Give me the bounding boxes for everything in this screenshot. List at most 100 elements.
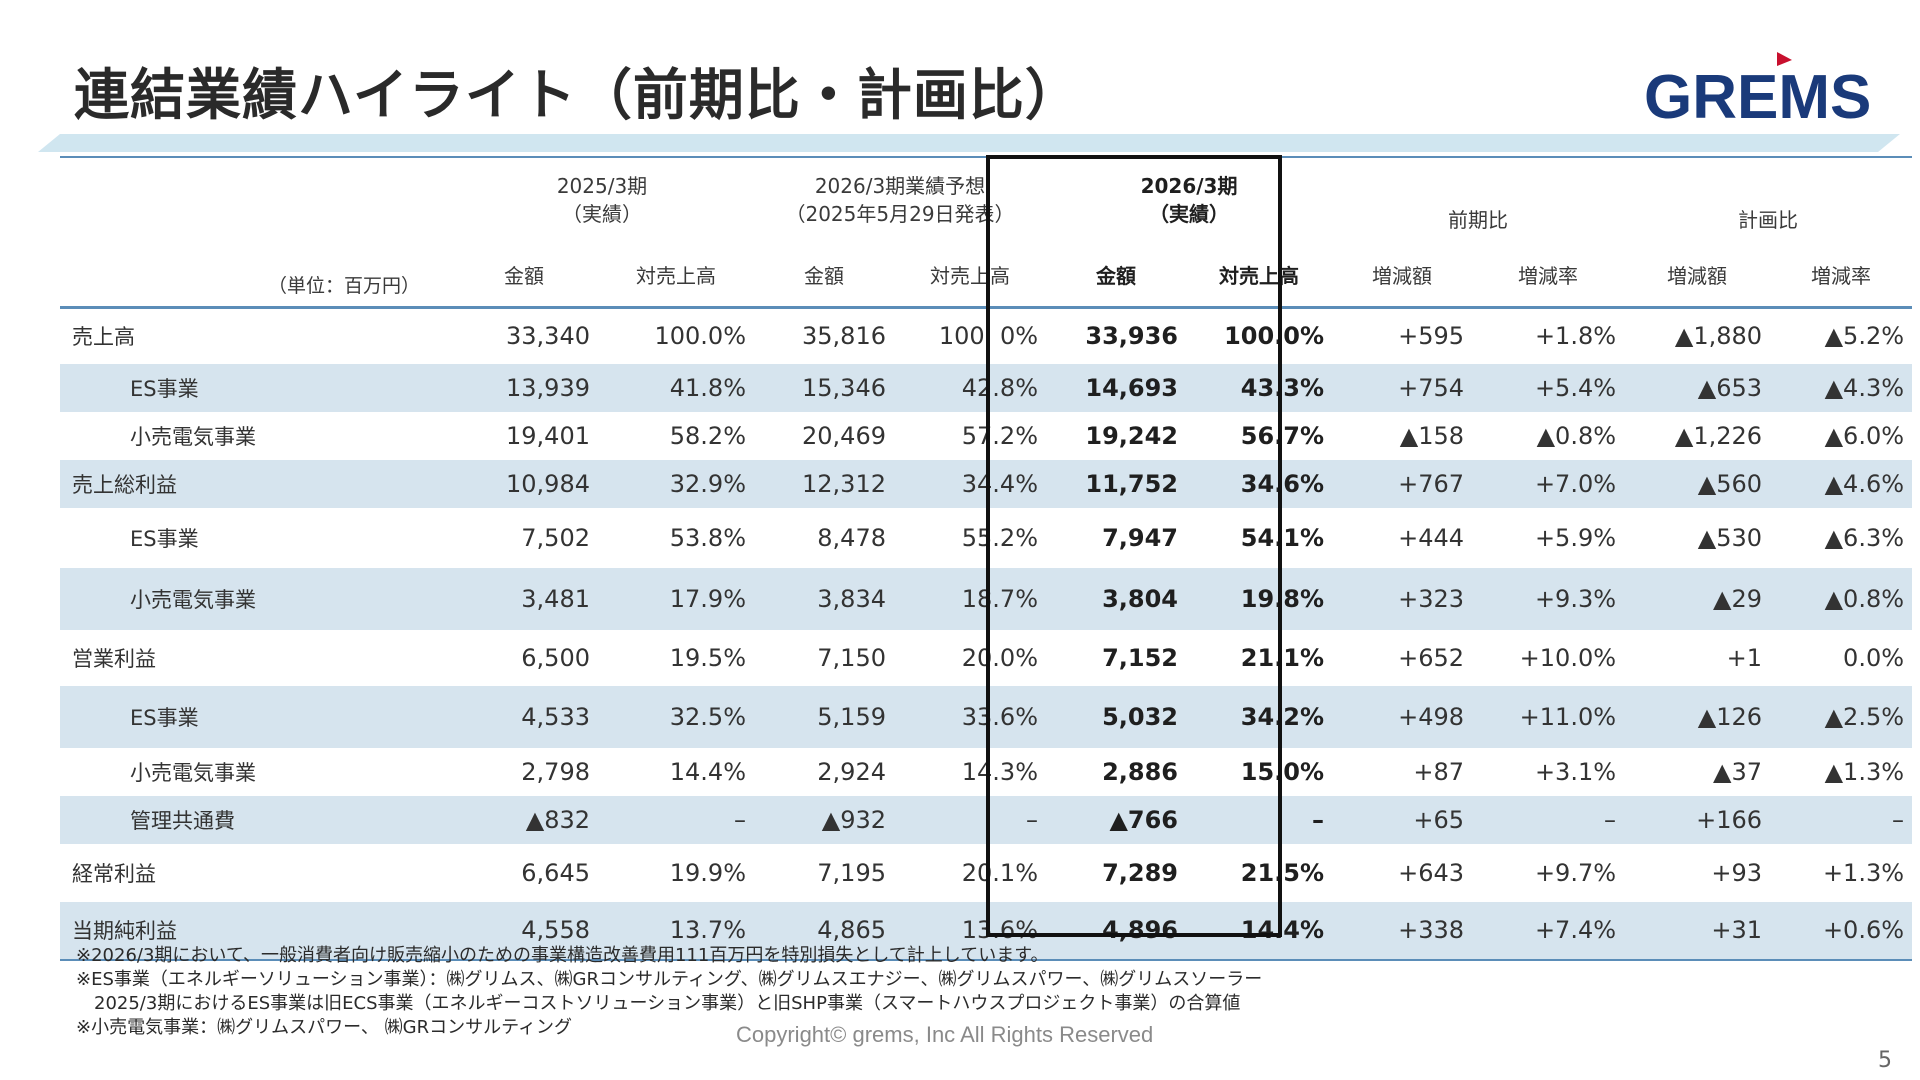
table-cell: 13.6% [894,901,1047,961]
table-cell: ▲1.3% [1824,757,1905,786]
table-cell: 53.8% [669,523,746,552]
footnotes: ※2026/3期において、一般消費者向け販売縮小のための事業構造改善費用111百… [76,944,1262,1040]
table-cell: 21.5% [1240,858,1325,887]
table-cell: 4,896 [1046,901,1187,961]
table-cell: 42.8% [894,363,1047,412]
table-cell: 7,195 [817,858,886,887]
results-table-container: 2025/3期 （実績） 2026/3期業績予想 （2025年5月29日発表） 20… [60,156,1913,961]
table-cell: 32.5% [598,685,754,748]
table-cell: 4,533 [450,685,598,748]
subheader-ratio: 対売上高 [598,242,754,309]
header-vsplan: 計画比 [1738,208,1799,232]
subheader-change-rate: 増減率 [1770,242,1913,309]
row-label: 小売電気事業 [60,567,450,630]
row-label: ES事業 [130,526,199,551]
table-cell: 7,152 [1102,643,1179,672]
page-number: 5 [1878,1048,1892,1073]
table-row: 管理共通費 ▲832– ▲932– ▲766– +65– +166– [60,795,1913,844]
table-cell: 56.7% [1240,421,1325,450]
table-row: 当期純利益 4,558 13.7% 4,865 13.6% 4,896 14.4% +338 +… [60,901,1913,961]
table-cell: 33,936 [1085,322,1179,351]
table-cell: +166 [1624,795,1771,844]
table-cell: 100.0% [1224,322,1325,351]
table-cell: 2,886 [1102,757,1179,786]
table-cell: ▲530 [1697,523,1763,552]
table-cell: ▲158 [1399,421,1465,450]
table-cell: 14.4% [669,757,746,786]
table-cell: 3,804 [1046,567,1187,630]
table-row: ES事業 13,939 41.8% 15,346 42.8% 14,693 43.3% +75… [60,363,1913,412]
table-cell: 21.1% [1240,643,1325,672]
table-cell: 5,159 [754,685,894,748]
header-fy2026: 2026/3期 （実績） [1140,174,1238,226]
table-cell: 34.4% [894,459,1047,508]
table-cell: +1.3% [1822,858,1905,887]
table-cell: +1 [1726,643,1763,672]
grems-logo: GREMS [1644,52,1871,130]
table-cell: ▲126 [1624,685,1771,748]
table-cell: 19,242 [1085,421,1179,450]
table-cell: 0.0% [1843,643,1905,672]
header-plan: 2026/3期業績予想 （2025年5月29日発表） [785,174,1015,226]
row-label: ES事業 [60,363,450,412]
table-cell: 100. 0% [938,322,1039,351]
table-cell: 18.7% [894,567,1047,630]
table-cell: 20.1% [961,858,1039,887]
table-cell: +7.4% [1472,901,1625,961]
table-cell: 43.3% [1186,363,1333,412]
table-cell: 15.0% [1240,757,1325,786]
footnote: ※2026/3期において、一般消費者向け販売縮小のための事業構造改善費用111百… [76,945,1049,966]
table-cell: ▲1,226 [1674,421,1763,450]
footnote: ※小売電気事業：㈱グリムスパワー、 ㈱GRコンサルティング [76,1017,572,1038]
table-cell: 8,478 [817,523,886,552]
svg-text:GREMS: GREMS [1644,63,1871,130]
table-cell: +767 [1332,459,1473,508]
table-cell: +7.0% [1472,459,1625,508]
copyright: Copyright© grems, Inc All Rights Reserve… [736,1022,1154,1047]
table-cell: 4,558 [450,901,598,961]
table-cell: ▲4.3% [1770,363,1913,412]
header-yoy: 前期比 [1448,208,1509,232]
row-label: 営業利益 [72,646,156,671]
results-table: 2025/3期 （実績） 2026/3期業績予想 （2025年5月29日発表） 20… [60,156,1913,961]
table-cell: 20,469 [802,421,886,450]
table-cell: +5.4% [1472,363,1625,412]
title-underline-band [38,134,1900,152]
row-label: ES事業 [60,685,450,748]
table-cell: 15,346 [754,363,894,412]
table-cell: 17.9% [598,567,754,630]
table-cell: +10.0% [1519,643,1617,672]
table-cell: 57.2% [961,421,1039,450]
table-cell: 11,752 [1046,459,1187,508]
row-label: 小売電気事業 [130,424,256,449]
header-sub-row: （単位：百万円） 金額 対売上高 金額 対売上高 金額 対売上高 増減額 増減率… [60,242,1913,309]
table-cell: 41.8% [598,363,754,412]
table-cell: ▲0.8% [1770,567,1913,630]
footnote: 2025/3期におけるES事業は旧ECS事業（エネルギーコストソリューション事業… [76,993,1241,1014]
table-cell: +444 [1398,523,1465,552]
table-cell: ▲4.6% [1770,459,1913,508]
table-cell: +323 [1332,567,1473,630]
table-cell: ▲2.5% [1770,685,1913,748]
table-cell: +652 [1398,643,1465,672]
table-cell: – [1472,795,1625,844]
table-cell: ▲932 [754,795,894,844]
row-label: 売上高 [72,325,135,350]
table-cell: 19.9% [669,858,746,887]
table-cell: 6,500 [521,643,590,672]
table-cell: +5.9% [1534,523,1617,552]
table-cell: 100.0% [654,322,746,351]
table-cell: 6,645 [521,858,590,887]
table-row: ES事業 4,533 32.5% 5,159 33.6% 5,032 34.2% +498 +1… [60,685,1913,748]
table-cell: ▲766 [1046,795,1187,844]
table-cell: 13.7% [598,901,754,961]
header-fy2025: 2025/3期 （実績） [556,174,648,226]
table-cell: ▲653 [1624,363,1771,412]
table-cell: 7,150 [817,643,886,672]
table-cell: 14.3% [961,757,1039,786]
table-row: 営業利益 6,500 19.5% 7,150 20.0% 7,152 21.1% +652 +1… [60,630,1912,686]
table-cell: 19.5% [669,643,746,672]
table-row: 小売電気事業 3,481 17.9% 3,834 18.7% 3,804 19.8% +323… [60,567,1913,630]
table-cell: 34.2% [1186,685,1333,748]
table-cell: +595 [1398,322,1465,351]
